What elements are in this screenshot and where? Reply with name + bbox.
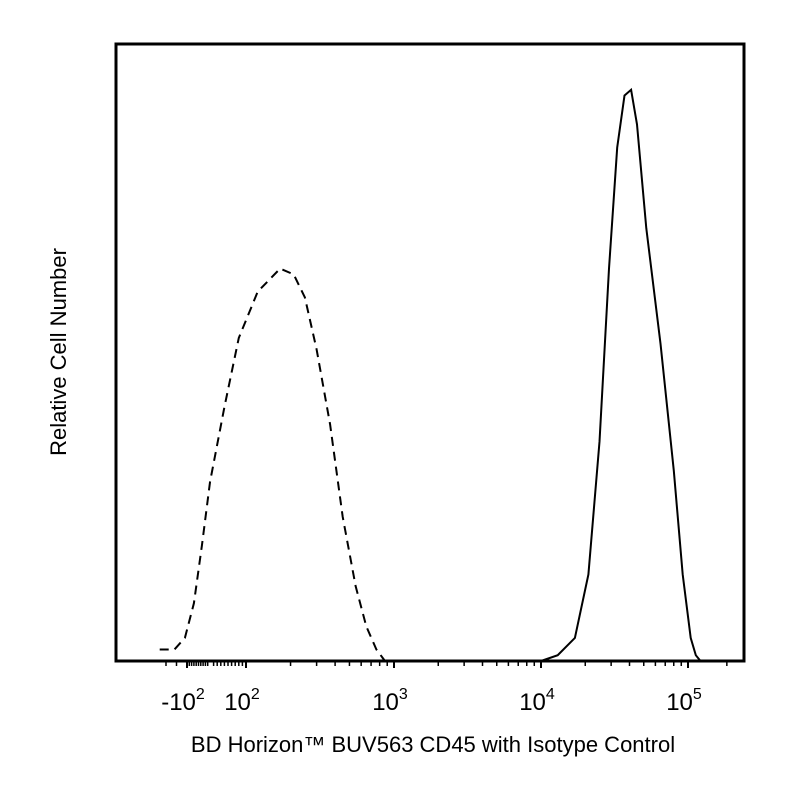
x-axis-title: BD Horizon™ BUV563 CD45 with Isotype Con… bbox=[191, 732, 675, 757]
minor-tick-layer bbox=[165, 661, 728, 666]
x-tick: 104 bbox=[519, 661, 555, 716]
plot-frame bbox=[114, 42, 746, 663]
series-line-cd45 bbox=[540, 87, 702, 662]
x-tick: 102 bbox=[224, 661, 260, 716]
tick-layer: -102 102 103 104 105 bbox=[161, 661, 702, 716]
series-layer bbox=[159, 87, 702, 662]
x-tick-label: 105 bbox=[666, 686, 702, 716]
y-axis-title: Relative Cell Number bbox=[46, 248, 71, 456]
x-tick: 105 bbox=[666, 661, 702, 716]
x-tick: 103 bbox=[372, 661, 408, 716]
x-tick: -102 bbox=[161, 661, 205, 716]
x-tick-label: 103 bbox=[372, 686, 408, 716]
x-tick-label: 104 bbox=[519, 686, 555, 716]
x-tick-label: -102 bbox=[161, 686, 205, 716]
series-line-isotype bbox=[159, 267, 394, 662]
x-tick-label: 102 bbox=[224, 686, 260, 716]
